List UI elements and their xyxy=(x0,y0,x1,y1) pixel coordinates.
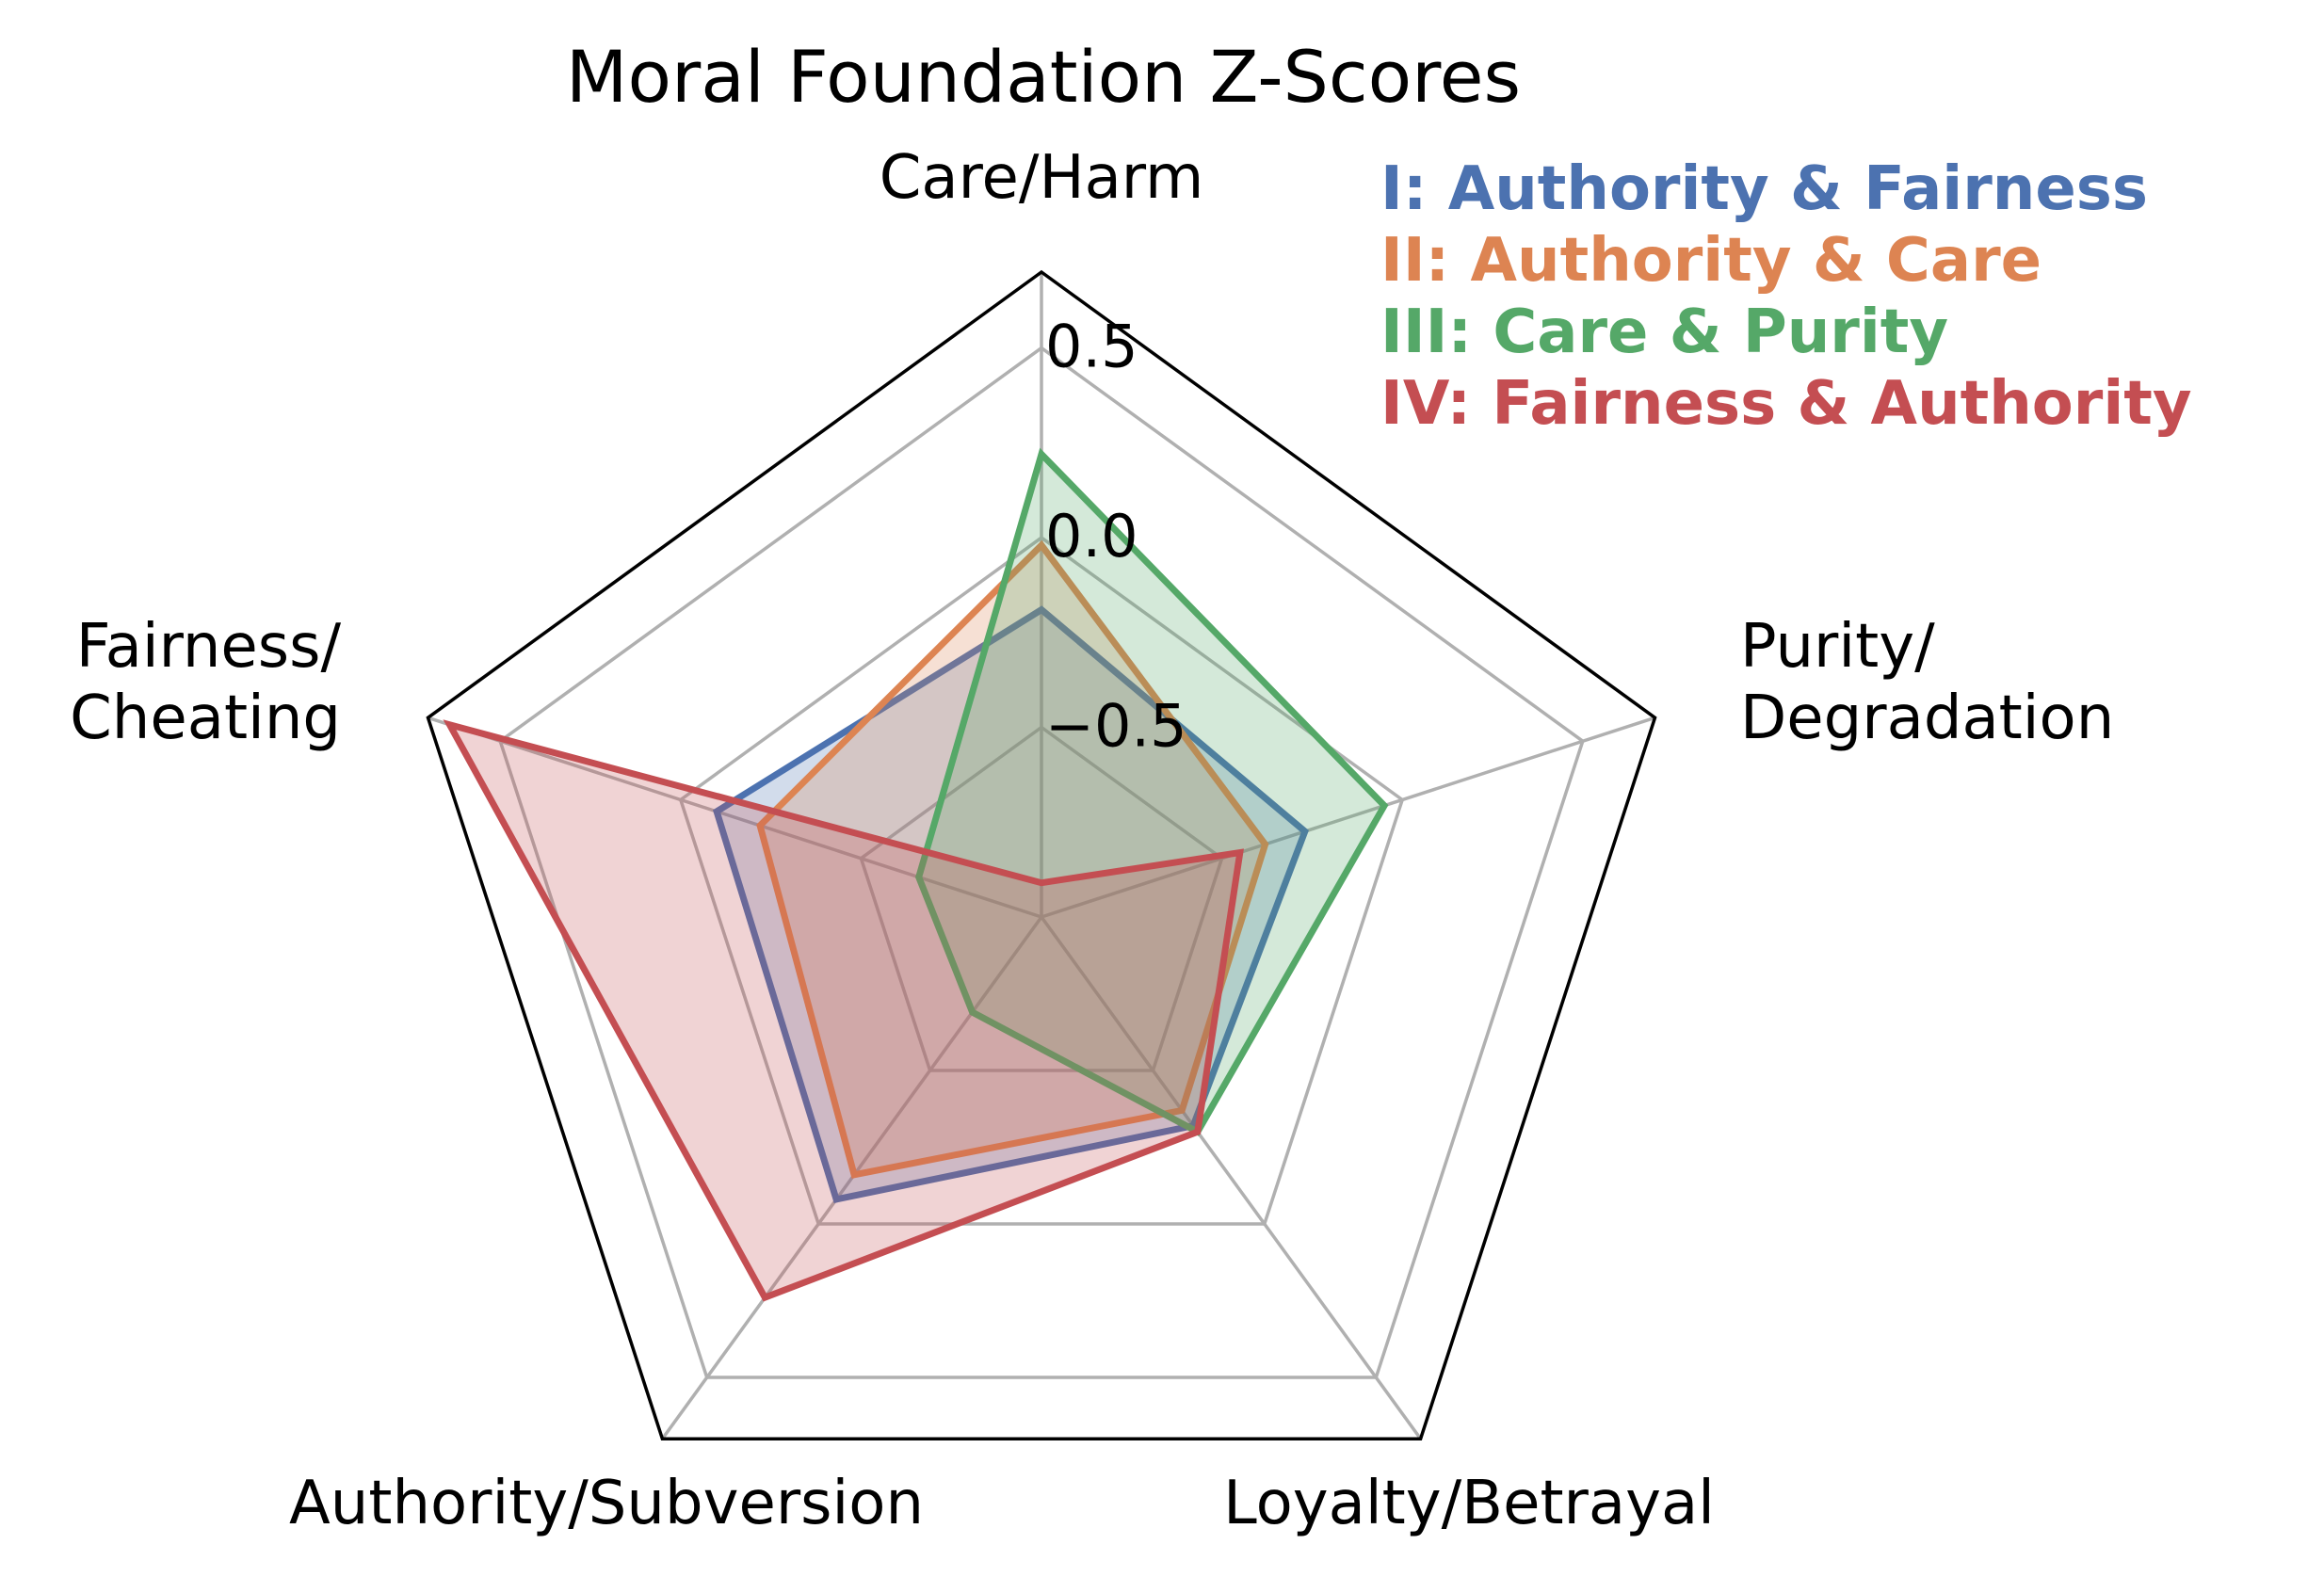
series-3-fill xyxy=(918,454,1385,1133)
series-1-point-1 xyxy=(1303,829,1307,833)
axis-label-3-line-0: Authority/Subversion xyxy=(289,1469,924,1538)
axis-label-4: Fairness/Cheating xyxy=(70,612,341,753)
spoke-1 xyxy=(1041,716,1656,919)
radar-grid xyxy=(426,269,1657,1440)
axis-label-4-line-0: Fairness/ xyxy=(76,612,342,682)
series-2-point-0 xyxy=(1040,543,1043,547)
series-4-point-1 xyxy=(1238,851,1242,854)
series-1-point-3 xyxy=(834,1198,838,1201)
series-2-point-1 xyxy=(1264,843,1267,846)
grid-ring-3 xyxy=(498,346,1585,1379)
series-4 xyxy=(443,719,1244,1302)
axis-labels: Care/Harm Purity/Degradation Loyalty/Betra… xyxy=(70,143,2114,1538)
series-4-fill xyxy=(449,724,1240,1298)
series-2-line xyxy=(756,539,1269,1179)
legend-entry-4: IV: Fairness & Authority xyxy=(1380,369,2192,439)
legend-entry-3: III: Care & Purity xyxy=(1380,298,1948,367)
series-1-line xyxy=(712,605,1309,1203)
axis-label-1: Purity/Degradation xyxy=(1740,612,2114,753)
tick-label-1: 0.0 xyxy=(1045,502,1138,571)
axis-label-0: Care/Harm xyxy=(880,143,1204,213)
series-4-point-0 xyxy=(1040,881,1043,885)
series-4-point-2 xyxy=(1196,1130,1200,1134)
outer-frame xyxy=(426,269,1657,1440)
axis-label-1-line-0: Purity/ xyxy=(1740,612,1935,682)
series-2-point-3 xyxy=(852,1173,856,1177)
axis-label-0-line-0: Care/Harm xyxy=(880,143,1204,213)
series-4-point-3 xyxy=(763,1295,767,1299)
grid-ring-1 xyxy=(859,725,1224,1072)
series-4-line xyxy=(443,719,1244,1302)
grid-ring-2 xyxy=(678,535,1405,1226)
legend-entry-1: I: Authority & Fairness xyxy=(1380,154,2148,224)
series-3-point-0 xyxy=(1040,452,1043,456)
series-1-point-0 xyxy=(1040,608,1043,612)
axis-label-3: Authority/Subversion xyxy=(289,1469,924,1538)
axis-label-4-line-1: Cheating xyxy=(70,684,341,753)
series-4-point-4 xyxy=(448,723,451,727)
series-2-point-2 xyxy=(1180,1108,1184,1112)
chart-title: Moral Foundation Z-Scores xyxy=(566,35,1521,119)
series-2 xyxy=(756,539,1269,1179)
series-1-point-4 xyxy=(715,810,718,813)
series-3-point-3 xyxy=(971,1010,975,1014)
axis-label-1-line-1: Degradation xyxy=(1740,684,2114,753)
series-2-point-4 xyxy=(758,824,762,828)
radar-series xyxy=(443,447,1389,1302)
legend-entry-2: II: Authority & Care xyxy=(1380,226,2042,296)
radial-tick-labels: −0.5 0.0 0.5 xyxy=(1045,313,1187,761)
series-3-point-1 xyxy=(1382,804,1386,808)
tick-label-0: −0.5 xyxy=(1045,692,1187,761)
axis-label-2: Loyalty/Betrayal xyxy=(1223,1469,1715,1538)
spoke-2 xyxy=(1040,915,1423,1440)
tick-label-2: 0.5 xyxy=(1045,313,1138,381)
series-1 xyxy=(712,605,1309,1203)
spoke-4 xyxy=(427,716,1042,919)
series-1-fill xyxy=(717,609,1305,1199)
series-3-line xyxy=(915,447,1389,1136)
axis-label-2-line-0: Loyalty/Betrayal xyxy=(1223,1469,1715,1538)
series-3-point-4 xyxy=(917,876,921,879)
